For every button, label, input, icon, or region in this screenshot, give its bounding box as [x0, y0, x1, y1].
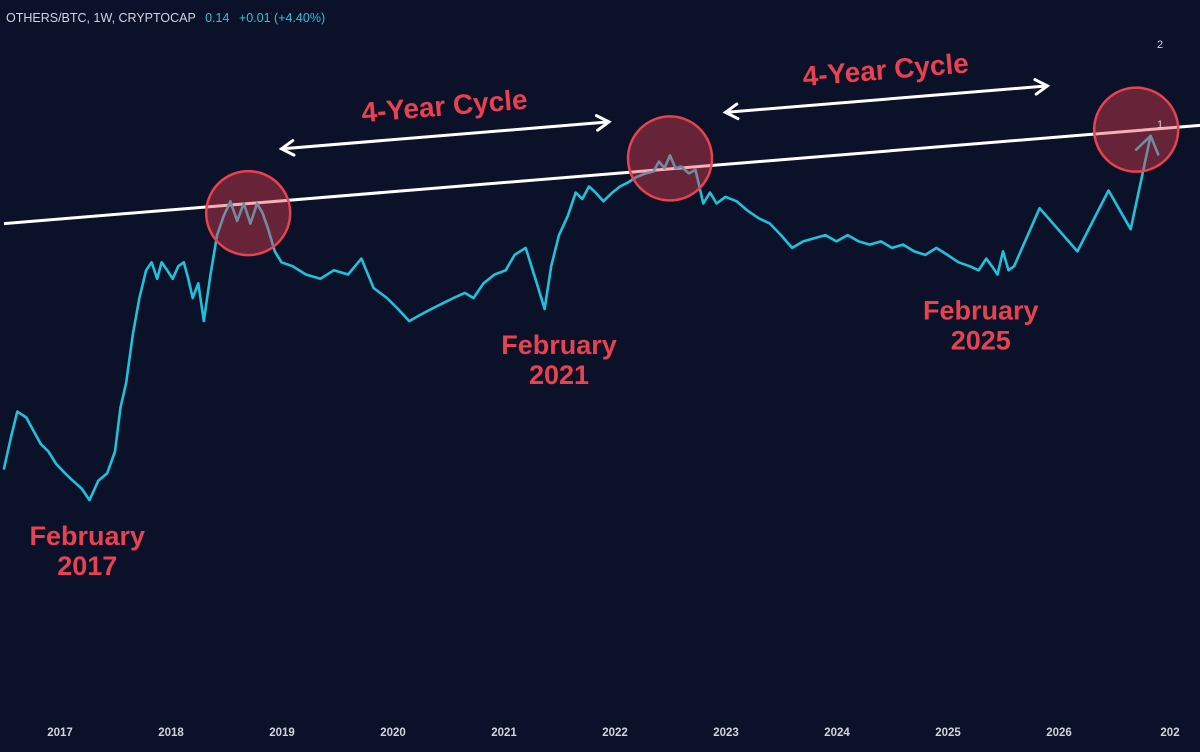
x-tick-label: 2023 [713, 727, 739, 739]
cycle-arrow-shaft [281, 120, 610, 151]
date-label-month: February [29, 521, 145, 551]
peak-circle-1 [204, 169, 292, 257]
x-tick-label: 2022 [602, 727, 628, 739]
peak-circle-2 [626, 115, 714, 202]
y-tick-label: 1 [1157, 119, 1163, 131]
price-change: +0.01 (+4.40%) [238, 11, 326, 25]
x-tick-label: 2025 [935, 727, 961, 739]
date-label-month: February [923, 295, 1039, 325]
cycle-arrow-head-left [278, 139, 296, 157]
cycle-label: 4-Year Cycle [801, 47, 970, 92]
x-tick-label: 2019 [269, 727, 295, 739]
x-tick-label: 202 [1160, 727, 1179, 739]
price-value: 0.14 [205, 11, 230, 25]
cycle-label: 4-Year Cycle [360, 84, 529, 129]
x-tick-label: 2026 [1046, 727, 1072, 739]
cycle-arrow-head-right [594, 114, 612, 132]
resistance-trendline [3, 123, 1200, 226]
date-label-year: 2021 [529, 360, 589, 390]
projection-arrowhead [1134, 134, 1160, 156]
y-tick-label: 2 [1157, 39, 1163, 51]
chart-header: OTHERS/BTC, 1W, CRYPTOCAP 0.14 +0.01 (+4… [6, 11, 325, 25]
x-tick-label: 2017 [47, 727, 73, 739]
date-label-year: 2025 [951, 325, 1011, 355]
series-line-history [2, 154, 1016, 502]
cycle-arrow-head-right [1033, 78, 1051, 96]
symbol-label: OTHERS/BTC, 1W, CRYPTOCAP [6, 11, 196, 25]
x-tick-label: 2021 [491, 727, 517, 739]
date-label-month: February [501, 330, 617, 360]
cycle-arrow-2: 4-Year Cycle [722, 47, 1051, 121]
cycle-arrow-1: 4-Year Cycle [278, 84, 612, 157]
peak-circle-3 [1092, 86, 1180, 173]
date-label-year: 2017 [57, 551, 117, 581]
x-tick-label: 2018 [158, 727, 184, 739]
x-tick-label: 2020 [380, 727, 406, 739]
series-line-projection [1012, 134, 1152, 268]
cycle-arrow-shaft [725, 84, 1048, 114]
x-tick-label: 2024 [824, 727, 850, 739]
cycle-arrow-head-left [722, 102, 740, 121]
